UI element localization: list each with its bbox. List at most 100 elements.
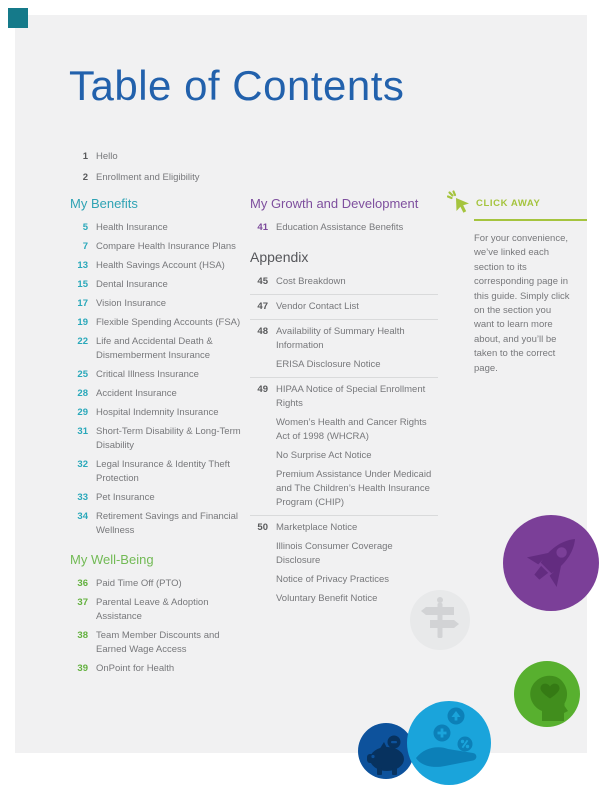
entry-label: Pet Insurance xyxy=(96,492,155,503)
cursor-click-icon xyxy=(447,190,469,213)
toc-entry[interactable]: 36 Paid Time Off (PTO) xyxy=(70,577,242,591)
entry-page-number: 31 xyxy=(77,426,88,437)
toc-entry[interactable]: 32 Legal Insurance & Identity Theft Prot… xyxy=(70,458,242,486)
toc-entry[interactable]: 38 Team Member Discounts and Earned Wage… xyxy=(70,629,242,657)
entry-page-number: 33 xyxy=(77,492,88,503)
toc-entry[interactable]: 7 Compare Health Insurance Plans xyxy=(70,240,242,254)
section-title-my-benefits: My Benefits xyxy=(70,196,138,211)
entry-label: Availability of Summary Health Informati… xyxy=(276,326,405,351)
page-background xyxy=(15,15,587,753)
entry-label: Voluntary Benefit Notice xyxy=(276,593,378,604)
toc-entry[interactable]: No Surprise Act Notice xyxy=(250,449,438,463)
click-away-title: CLICK AWAY xyxy=(476,198,541,209)
entry-page-number xyxy=(250,416,268,444)
toc-entry[interactable]: Voluntary Benefit Notice xyxy=(250,592,438,606)
toc-entry[interactable]: 45 Cost Breakdown xyxy=(250,275,438,295)
entry-page-number: 50 xyxy=(257,522,268,533)
section-title-my-well-being: My Well-Being xyxy=(70,552,154,567)
entry-label: No Surprise Act Notice xyxy=(276,450,372,461)
toc-entry[interactable]: 2 Enrollment and Eligibility xyxy=(70,171,270,185)
toc-entry[interactable]: 1 Hello xyxy=(70,150,270,164)
entry-page-number: 7 xyxy=(82,241,88,252)
entry-page-number xyxy=(250,573,268,587)
entry-page-number: 38 xyxy=(77,630,88,641)
entry-page-number xyxy=(250,449,268,463)
entry-page-number: 25 xyxy=(77,369,88,380)
entry-page-number: 47 xyxy=(257,301,268,312)
entry-label: Flexible Spending Accounts (FSA) xyxy=(96,317,241,328)
entry-page-number: 49 xyxy=(257,384,268,395)
toc-entry[interactable]: 33 Pet Insurance xyxy=(70,491,242,505)
toc-entry[interactable]: 22 Life and Accidental Death & Dismember… xyxy=(70,335,242,363)
piggy-bank-icon xyxy=(367,735,404,775)
rocket-bubble xyxy=(503,515,599,611)
wellbeing-entries: 36 Paid Time Off (PTO) 37 Parental Leave… xyxy=(70,577,242,676)
toc-entry[interactable]: 13 Health Savings Account (HSA) xyxy=(70,259,242,273)
intro-entries: 1 Hello 2 Enrollment and Eligibility xyxy=(70,150,270,192)
section-appendix: Appendix 45 Cost Breakdown 47 Vendor Con… xyxy=(250,249,438,606)
mind-heart-bubble xyxy=(514,661,580,727)
entry-label: Legal Insurance & Identity Theft Protect… xyxy=(96,459,230,484)
toc-entry[interactable]: 19 Flexible Spending Accounts (FSA) xyxy=(70,316,242,330)
toc-middle-column: My Growth and Development 41 Education A… xyxy=(250,196,438,611)
corner-accent-square xyxy=(8,8,28,28)
entry-label: OnPoint for Health xyxy=(96,663,175,674)
toc-entry[interactable]: 37 Parental Leave & Adoption Assistance xyxy=(70,596,242,624)
toc-entry[interactable]: ERISA Disclosure Notice xyxy=(250,358,438,378)
entry-label: Short-Term Disability & Long-Term Disabi… xyxy=(96,426,241,451)
entry-page-number: 5 xyxy=(82,222,88,233)
entry-label: Premium Assistance Under Medicaid and Th… xyxy=(276,469,432,508)
entry-page-number xyxy=(250,592,268,606)
hand-coins-bubble xyxy=(407,701,491,785)
toc-entry[interactable]: Premium Assistance Under Medicaid and Th… xyxy=(250,468,438,516)
toc-left-column: My Benefits 5 Health Insurance 7 Compare… xyxy=(70,196,242,681)
toc-entry[interactable]: Women’s Health and Cancer Rights Act of … xyxy=(250,416,438,444)
entry-label: Vendor Contact List xyxy=(276,301,359,312)
toc-entry[interactable]: Illinois Consumer Coverage Disclosure xyxy=(250,540,438,568)
section-my-benefits: My Benefits 5 Health Insurance 7 Compare… xyxy=(70,196,242,538)
toc-entry[interactable]: 17 Vision Insurance xyxy=(70,297,242,311)
toc-entry[interactable]: 34 Retirement Savings and Financial Well… xyxy=(70,510,242,538)
signpost-bubble xyxy=(410,590,470,650)
toc-entry[interactable]: 41 Education Assistance Benefits xyxy=(250,221,438,235)
entry-page-number xyxy=(250,540,268,568)
entry-label: Enrollment and Eligibility xyxy=(96,172,200,183)
entry-page-number: 13 xyxy=(77,260,88,271)
entry-label: Dental Insurance xyxy=(96,279,168,290)
entry-label: Hospital Indemnity Insurance xyxy=(96,407,219,418)
entry-label: Women’s Health and Cancer Rights Act of … xyxy=(276,417,427,442)
toc-entry[interactable]: 49 HIPAA Notice of Special Enrollment Ri… xyxy=(250,383,438,411)
entry-page-number: 2 xyxy=(82,172,88,183)
entry-label: Illinois Consumer Coverage Disclosure xyxy=(276,541,393,566)
entry-label: ERISA Disclosure Notice xyxy=(276,359,381,370)
section-title-appendix: Appendix xyxy=(250,249,309,265)
toc-entry[interactable]: 39 OnPoint for Health xyxy=(70,662,242,676)
toc-entry[interactable]: 25 Critical Illness Insurance xyxy=(70,368,242,382)
entry-page-number: 36 xyxy=(77,578,88,589)
toc-entry[interactable]: 48 Availability of Summary Health Inform… xyxy=(250,325,438,353)
hand-coins-icon xyxy=(416,707,477,767)
entry-page-number: 28 xyxy=(77,388,88,399)
toc-entry[interactable]: 31 Short-Term Disability & Long-Term Dis… xyxy=(70,425,242,453)
toc-entry[interactable]: 29 Hospital Indemnity Insurance xyxy=(70,406,242,420)
appendix-entries: 45 Cost Breakdown 47 Vendor Contact List… xyxy=(250,275,438,606)
toc-entry[interactable]: 50 Marketplace Notice xyxy=(250,521,438,535)
toc-entry[interactable]: 47 Vendor Contact List xyxy=(250,300,438,320)
entry-label: Education Assistance Benefits xyxy=(276,222,404,233)
entry-label: Notice of Privacy Practices xyxy=(276,574,389,585)
entry-page-number: 32 xyxy=(77,459,88,470)
entry-page-number xyxy=(250,358,268,372)
entry-page-number: 15 xyxy=(77,279,88,290)
entry-page-number: 34 xyxy=(77,511,88,522)
section-title-my-growth: My Growth and Development xyxy=(250,196,419,211)
toc-entry[interactable]: 15 Dental Insurance xyxy=(70,278,242,292)
entry-label: Life and Accidental Death & Dismembermen… xyxy=(96,336,213,361)
signpost-icon xyxy=(421,597,459,638)
entry-page-number xyxy=(250,468,268,510)
entry-label: Cost Breakdown xyxy=(276,276,346,287)
toc-entry[interactable]: Notice of Privacy Practices xyxy=(250,573,438,587)
toc-entry[interactable]: 5 Health Insurance xyxy=(70,221,242,235)
entry-label: Paid Time Off (PTO) xyxy=(96,578,182,589)
entry-label: HIPAA Notice of Special Enrollment Right… xyxy=(276,384,426,409)
toc-entry[interactable]: 28 Accident Insurance xyxy=(70,387,242,401)
